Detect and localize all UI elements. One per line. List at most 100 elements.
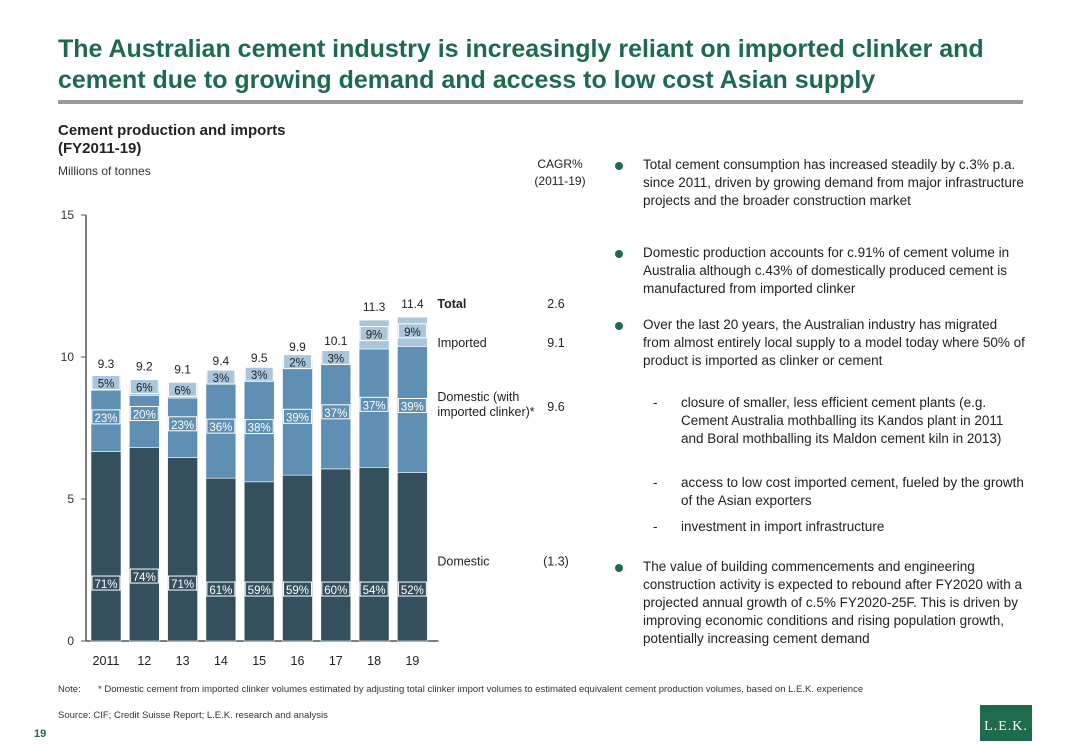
clinker-share-label-box (206, 418, 236, 434)
y-tick-label: 15 (61, 208, 75, 222)
total-value-label: 9.4 (213, 354, 230, 368)
cagr-domestic-value: (1.3) (543, 555, 569, 569)
x-tick-label: 17 (329, 654, 343, 668)
bar-segment (358, 467, 390, 642)
sub-bullet-item: - closure of smaller, less efficient cem… (653, 394, 1025, 448)
imported-share-label: 2% (289, 358, 306, 370)
total-value-label: 11.3 (363, 300, 386, 314)
bar-segment (90, 451, 122, 642)
x-tick-label: 2011 (93, 654, 120, 668)
x-tick-label: 14 (214, 654, 228, 668)
x-tick-label: 13 (176, 654, 190, 668)
clinker-share-label-box (129, 406, 159, 422)
bar-segment (282, 474, 313, 642)
cagr-header-period: (2011-19) (534, 174, 586, 188)
cagr-total-value: 2.6 (547, 297, 564, 311)
clinker-share-label-box (244, 419, 274, 435)
page-number: 19 (34, 728, 47, 740)
total-value-label: 9.5 (251, 351, 268, 365)
x-tick-label: 19 (405, 654, 419, 668)
domestic-share-label-box (244, 581, 274, 597)
bullet-item: Total cement consumption has increased s… (615, 156, 1025, 210)
clinker-share-label-box (359, 396, 389, 412)
imported-share-label-box (91, 375, 121, 391)
imported-share-label: 9% (366, 330, 383, 342)
x-tick-label: 12 (137, 654, 151, 668)
dash-icon: - (653, 475, 658, 490)
legend-imported-label: Imported (437, 336, 486, 350)
imported-share-label-box (397, 323, 427, 339)
imported-share-label: 3% (327, 353, 344, 365)
bar-segment (397, 472, 428, 642)
sub-bullet-text: investment in import infrastructure (681, 519, 885, 534)
imported-share-label-box (321, 349, 351, 365)
bullet-dot-icon (615, 162, 623, 170)
chart-unit: Millions of tonnes (58, 164, 151, 178)
bullet-dot-icon (615, 564, 623, 572)
bar-segment (129, 447, 160, 642)
domestic-share-label: 59% (286, 585, 309, 597)
total-value-label: 9.1 (174, 363, 191, 377)
bullet-item: Domestic production accounts for c.91% o… (615, 244, 1025, 298)
imported-share-label: 5% (98, 379, 115, 391)
total-value-label: 11.4 (401, 297, 424, 311)
x-tick-label: 16 (291, 654, 305, 668)
imported-share-label: 3% (251, 370, 268, 382)
bar-segment (243, 481, 275, 642)
title-divider (58, 100, 1023, 104)
imported-share-label-box (283, 354, 312, 370)
bullet-dot-icon (615, 322, 623, 330)
bullet-item: The value of building commencements and … (615, 558, 1025, 648)
legend-domestic-label: Domestic (437, 555, 489, 569)
bar-segment (320, 468, 352, 642)
domestic-share-label-box (129, 568, 159, 584)
cagr-header: CAGR% (2011-19) (520, 156, 600, 190)
bullet-text: The value of building commencements and … (643, 559, 1022, 646)
y-tick-label: 5 (67, 492, 74, 506)
domestic-share-label: 52% (401, 585, 424, 597)
footnote: Note: * Domestic cement from imported cli… (58, 684, 918, 696)
cagr-imported-value: 9.1 (547, 336, 564, 350)
clinker-share-label: 39% (401, 402, 424, 414)
dash-icon: - (653, 519, 658, 534)
domestic-share-label-box (91, 575, 121, 591)
bullet-text: Over the last 20 years, the Australian i… (643, 317, 1025, 368)
legend-total-label: Total (437, 297, 466, 311)
sub-bullet-item: - investment in import infrastructure (653, 518, 1025, 536)
domestic-share-label: 71% (94, 579, 117, 591)
clinker-share-label-box (283, 408, 312, 424)
bar-segment (205, 477, 237, 642)
sub-bullet-item: - access to low cost imported cement, fu… (653, 474, 1025, 510)
domestic-share-label: 71% (171, 579, 194, 591)
y-tick-label: 0 (67, 634, 74, 648)
source-note: Source: CIF; Credit Suisse Report; L.E.K… (58, 710, 328, 721)
total-value-label: 9.9 (289, 340, 306, 354)
domestic-share-label: 74% (133, 572, 156, 584)
domestic-share-label: 59% (248, 585, 271, 597)
clinker-share-label-box (321, 404, 351, 420)
bar-segment (167, 457, 198, 642)
dash-icon: - (653, 395, 658, 410)
imported-share-label: 3% (213, 373, 230, 385)
stacked-bar-chart: 0 5 10 15 71% 23% 5% 9.3 2011 74% 20% 6% 9.2 12 71% 23%… (61, 208, 569, 668)
domestic-share-label-box (397, 581, 427, 597)
y-tick-label: 10 (61, 350, 75, 364)
imported-share-label-box (168, 381, 198, 397)
note-label: Note: (58, 684, 81, 695)
clinker-share-label: 36% (209, 422, 232, 434)
domestic-share-label-box (283, 581, 312, 597)
bullet-text: Total cement consumption has increased s… (643, 157, 1024, 208)
chart-subtitle: (FY2011-19) (58, 140, 142, 157)
imported-share-label-box (129, 379, 159, 395)
clinker-share-label: 37% (363, 400, 386, 412)
clinker-share-label: 23% (94, 413, 117, 425)
imported-share-label: 6% (174, 385, 191, 397)
clinker-share-label: 23% (171, 420, 194, 432)
page-title: The Australian cement industry is increa… (58, 35, 984, 94)
total-value-label: 9.3 (98, 357, 115, 371)
clinker-share-label-box (91, 409, 121, 425)
clinker-share-label: 39% (286, 412, 309, 424)
sub-bullet-text: closure of smaller, less efficient cemen… (681, 395, 1004, 446)
imported-share-label-box (244, 366, 274, 382)
imported-share-label: 6% (136, 383, 153, 395)
